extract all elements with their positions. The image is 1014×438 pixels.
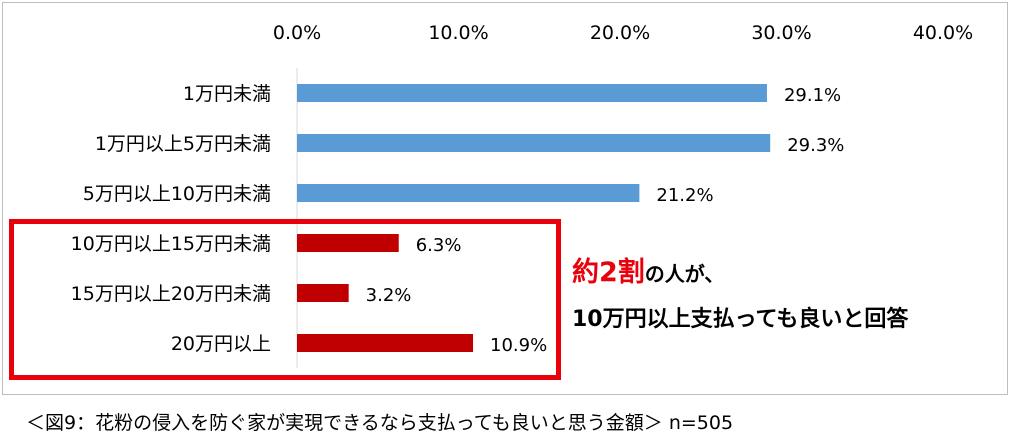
x-tick-label: 20.0% [590,22,650,44]
callout-line1: 約2割の人が、 [572,258,908,289]
x-tick-label: 40.0% [913,22,973,44]
category-label: 1万円以上5万円未満 [95,133,271,155]
data-label: 10.9% [490,335,547,356]
category-label: 20万円以上 [171,333,271,355]
callout: 約2割の人が、 10万円以上支払っても良いと回答 [572,258,908,335]
data-label: 6.3% [416,235,462,256]
figure-caption: ＜図9：花粉の侵入を防ぐ家が実現できるなら支払っても良いと思う金額＞ n=505 [26,412,734,434]
callout-line1-rest: の人が、 [644,262,725,286]
bar [297,184,640,202]
highlight-box [9,219,561,380]
bar [297,284,349,302]
bar [297,334,474,352]
x-tick-label: 0.0% [273,22,321,44]
category-label: 15万円以上20万円未満 [71,283,271,305]
x-tick-label: 30.0% [751,22,811,44]
callout-highlight: 約2割 [572,257,645,288]
bar [297,234,399,252]
bar [297,84,767,102]
category-label: 10万円以上15万円未満 [71,233,271,255]
category-label: 1万円未満 [183,83,271,105]
data-label: 21.2% [656,185,713,206]
bar [297,134,771,152]
data-label: 3.2% [366,285,412,306]
category-label: 5万円以上10万円未満 [83,183,271,205]
callout-line2: 10万円以上支払っても良いと回答 [572,307,909,332]
data-label: 29.1% [784,85,841,106]
chart-frame [2,2,1008,395]
x-tick-label: 10.0% [428,22,488,44]
data-label: 29.3% [787,135,844,156]
bar-chart: 0.0% 10.0% 20.0% 30.0% 40.0% 1万円未満 29.1% 1万円以上5… [71,22,973,368]
